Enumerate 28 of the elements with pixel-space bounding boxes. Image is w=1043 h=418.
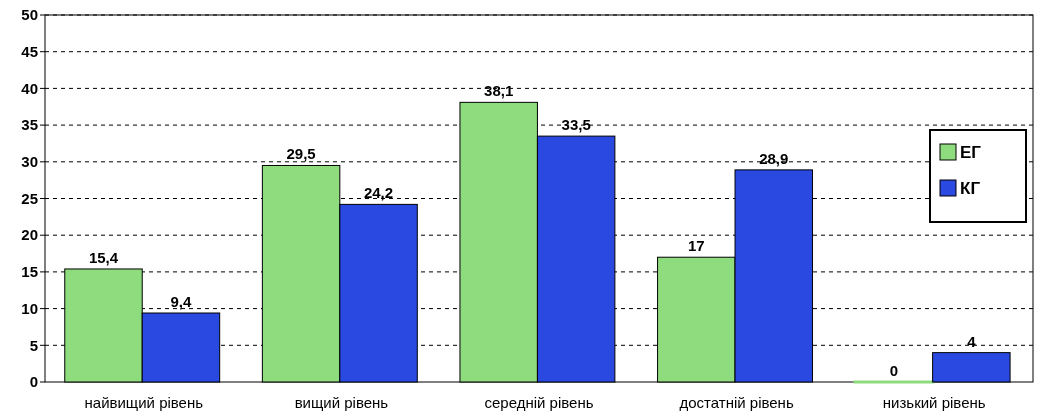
data-label: 29,5: [286, 145, 316, 163]
data-label: 9,4: [170, 293, 193, 310]
y-tick-label: 50: [21, 6, 38, 24]
data-label: 4: [967, 332, 977, 350]
data-label: 17: [687, 237, 705, 255]
y-tick-label: 10: [21, 299, 38, 317]
y-tick-label: 35: [21, 116, 38, 134]
y-tick-label: 25: [21, 189, 38, 207]
data-label: 38,1: [484, 82, 514, 100]
data-label: 24,2: [363, 184, 394, 202]
legend-label: КГ: [960, 178, 981, 198]
x-tick-label: вищий рівень: [294, 394, 389, 411]
x-tick-label: середній рівень: [484, 394, 594, 411]
y-tick-label: 5: [29, 336, 38, 354]
data-label: 15,4: [88, 248, 119, 266]
legend-label: ЕГ: [960, 142, 982, 162]
y-tick-label: 40: [21, 79, 38, 97]
data-label: 28,9: [759, 149, 789, 167]
y-tick-label: 20: [21, 226, 38, 244]
x-tick-label: низький рівень: [882, 394, 986, 411]
y-tick-label: 0: [29, 373, 38, 391]
y-tick-label: 30: [21, 153, 38, 171]
y-tick-label: 15: [21, 263, 38, 281]
data-label: 0: [889, 362, 899, 379]
x-tick-label: найвищий рівень: [84, 394, 204, 411]
data-label: 33,5: [561, 116, 591, 134]
y-tick-label: 45: [21, 42, 38, 60]
x-tick-label: достатній рівень: [679, 394, 794, 411]
